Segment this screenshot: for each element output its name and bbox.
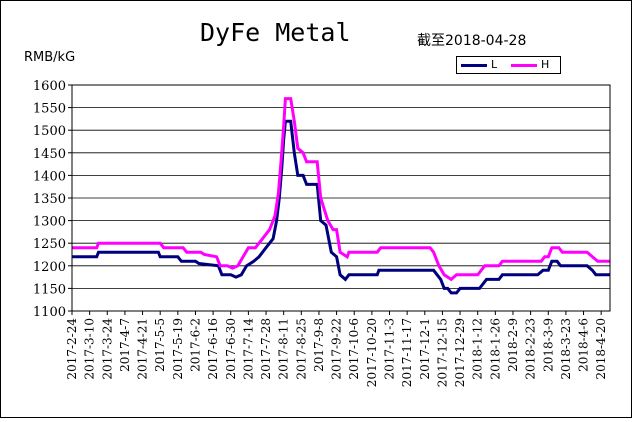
y-tick-label-1550: 1550 [33, 102, 66, 117]
x-tick-label-10: 2017-7-14 [241, 318, 255, 380]
x-tick-label-15: 2017-9-22 [330, 318, 344, 380]
x-tick-label-26: 2018-2-23 [524, 318, 538, 380]
x-tick-label-11: 2017-7-28 [259, 318, 273, 380]
y-axis-label: RMB/kG [24, 50, 76, 65]
y-tick-label-1200: 1200 [33, 260, 66, 275]
x-tick-label-17: 2017-10-20 [365, 318, 379, 387]
y-tick-label-1150: 1150 [33, 282, 66, 297]
x-tick-label-3: 2017-4-7 [118, 318, 132, 372]
x-tick-label-21: 2017-12-15 [435, 318, 449, 387]
x-tick-label-16: 2017-10-6 [347, 318, 361, 380]
series-lines [72, 97, 610, 295]
y-tick-label-1450: 1450 [33, 147, 66, 162]
y-tick-label-1500: 1500 [33, 124, 66, 139]
x-tick-label-24: 2018-1-26 [488, 318, 502, 380]
x-tick-label-23: 2018-1-12 [471, 318, 485, 380]
legend-label-h: H [541, 58, 550, 71]
x-tick-label-18: 2017-11-3 [383, 318, 397, 380]
x-tick-label-8: 2017-6-16 [206, 318, 220, 380]
x-tick-label-12: 2017-8-11 [277, 318, 291, 380]
y-tick-label-1250: 1250 [33, 237, 66, 252]
x-tick-label-7: 2017-6-2 [188, 318, 202, 372]
legend-swatch-l [461, 64, 487, 67]
legend-label-l: L [491, 58, 498, 71]
y-tick-label-1400: 1400 [33, 169, 66, 184]
y-tick-label-1300: 1300 [33, 215, 66, 230]
x-tick-label-6: 2017-5-19 [171, 318, 185, 380]
x-tick-label-19: 2017-11-17 [400, 318, 414, 387]
x-tick-label-29: 2018-4-6 [577, 318, 591, 372]
plot-border [71, 84, 611, 312]
x-tick-label-28: 2018-3-23 [559, 318, 573, 380]
x-axis-ticks: 2017-2-24 2017-3-10 2017-3-24 2017-4-7 2017-… [65, 311, 608, 387]
x-tick-label-4: 2017-4-21 [136, 318, 150, 380]
legend-swatch-h [511, 64, 537, 67]
y-axis-ticks: 1100 1150 1200 1250 1300 1350 1400 1450 1500 1550… [33, 79, 72, 320]
legend: L H [456, 56, 561, 74]
x-tick-label-14: 2017-9-8 [312, 318, 326, 372]
x-tick-label-13: 2017-8-25 [294, 318, 308, 380]
x-tick-label-5: 2017-5-5 [153, 318, 167, 372]
x-tick-label-30: 2018-4-20 [594, 318, 608, 380]
x-tick-label-20: 2017-12-1 [418, 318, 432, 380]
series-line-h [72, 97, 610, 282]
x-tick-label-9: 2017-6-30 [224, 318, 238, 380]
chart-subtitle: 截至2018-04-28 [417, 33, 527, 49]
series-line-l [72, 119, 610, 295]
y-tick-label-1350: 1350 [33, 192, 66, 207]
chart-title: DyFe Metal [200, 18, 351, 47]
y-tick-label-1600: 1600 [33, 79, 66, 94]
x-tick-label-2: 2017-3-24 [100, 318, 114, 380]
y-tick-label-1100: 1100 [33, 305, 66, 320]
x-tick-label-25: 2018-2-9 [506, 318, 520, 372]
x-tick-label-27: 2018-3-9 [541, 318, 555, 372]
x-tick-label-1: 2017-3-10 [83, 318, 97, 380]
x-tick-label-0: 2017-2-24 [65, 318, 79, 380]
x-tick-label-22: 2017-12-29 [453, 318, 467, 387]
